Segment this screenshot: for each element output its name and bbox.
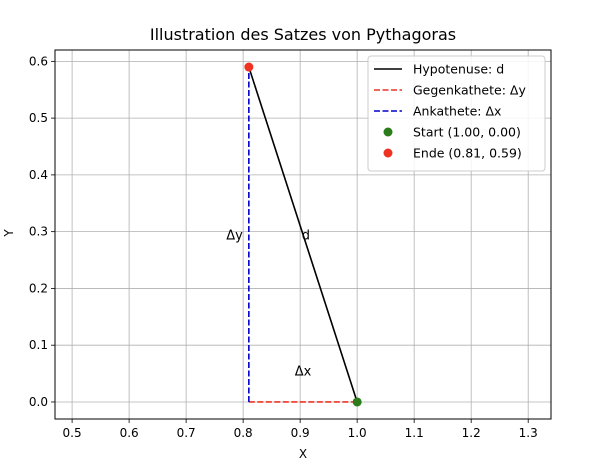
legend-label-4: Ende (0.81, 0.59) [413, 146, 522, 161]
y-tick-label: 0.1 [29, 338, 48, 352]
legend-label-2: Ankathete: Δx [413, 104, 501, 119]
x-tick-label: 0.5 [63, 426, 82, 440]
x-tick-label: 1.3 [519, 426, 538, 440]
x-tick-label: 1.1 [405, 426, 424, 440]
annotation-1: d [302, 229, 310, 244]
x-tick-label: 1.0 [348, 426, 367, 440]
y-axis-title: Y [2, 229, 16, 238]
annotation-2: Δx [295, 365, 312, 380]
data-point-0 [353, 397, 362, 406]
x-tick-label: 0.8 [234, 426, 253, 440]
x-axis-title: X [299, 447, 307, 461]
annotations: Δy d Δx [226, 229, 311, 380]
x-tick-label: 0.9 [291, 426, 310, 440]
legend-swatch-4 [384, 149, 393, 158]
y-tick-label: 0.5 [29, 111, 48, 125]
legend: Hypotenuse: d Gegenkathete: Δy Ankathete: … [368, 56, 545, 171]
annotation-0: Δy [226, 229, 243, 244]
data-point-1 [244, 63, 253, 72]
x-tick-label: 0.7 [177, 426, 196, 440]
legend-label-3: Start (1.00, 0.00) [413, 125, 521, 140]
y-tick-label: 0.3 [29, 225, 48, 239]
y-tick-label: 0.0 [29, 395, 48, 409]
y-tick-label: 0.4 [29, 168, 48, 182]
legend-label-1: Gegenkathete: Δy [413, 83, 526, 98]
legend-swatch-3 [384, 128, 393, 137]
x-tick-label: 0.6 [120, 426, 139, 440]
y-tick-label: 0.2 [29, 281, 48, 295]
x-tick-label: 1.2 [462, 426, 481, 440]
y-tick-label: 0.6 [29, 54, 48, 68]
chart-title: Illustration des Satzes von Pythagoras [150, 25, 456, 44]
legend-label-0: Hypotenuse: d [413, 62, 504, 77]
